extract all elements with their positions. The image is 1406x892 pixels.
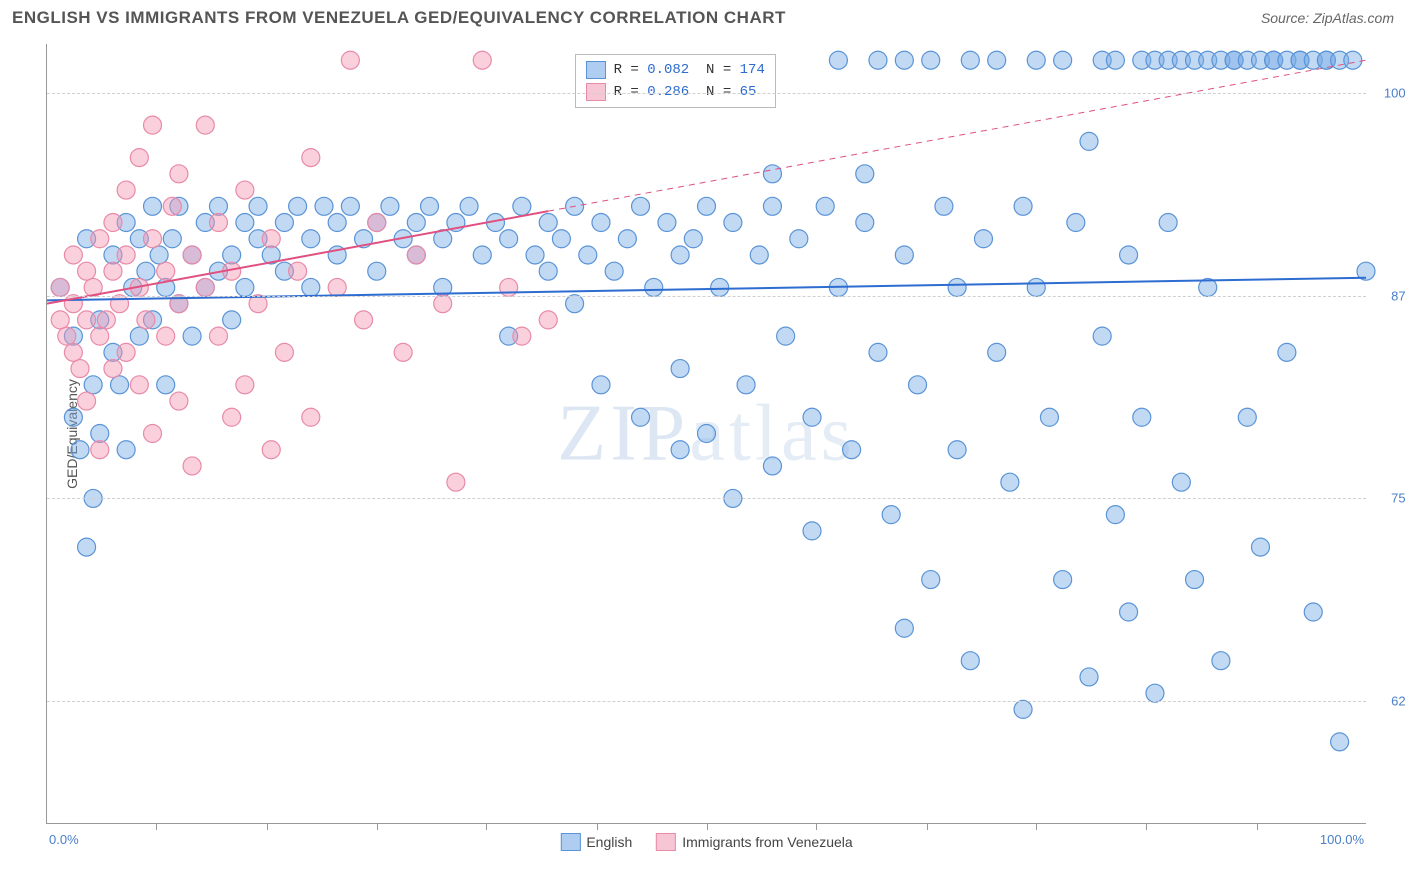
legend-row-english: R = 0.082 N = 174 xyxy=(586,59,765,81)
gridline xyxy=(47,701,1366,702)
swatch-english xyxy=(586,61,606,79)
swatch-venezuela-bottom xyxy=(656,833,676,851)
x-tick xyxy=(1036,823,1037,830)
x-tick xyxy=(486,823,487,830)
x-tick xyxy=(707,823,708,830)
x-axis-start-label: 0.0% xyxy=(49,832,79,847)
y-tick-label: 75.0% xyxy=(1391,491,1406,506)
y-tick-label: 62.5% xyxy=(1391,694,1406,709)
gridline xyxy=(47,296,1366,297)
correlation-legend: R = 0.082 N = 174 R = 0.286 N = 65 xyxy=(575,54,776,108)
x-tick xyxy=(156,823,157,830)
swatch-english-bottom xyxy=(560,833,580,851)
legend-bottom: English Immigrants from Venezuela xyxy=(560,833,852,851)
chart-source: Source: ZipAtlas.com xyxy=(1261,10,1394,26)
chart-title: ENGLISH VS IMMIGRANTS FROM VENEZUELA GED… xyxy=(12,8,786,28)
x-axis-end-label: 100.0% xyxy=(1320,832,1364,847)
x-tick xyxy=(927,823,928,830)
legend-item-venezuela: Immigrants from Venezuela xyxy=(656,833,852,851)
x-tick xyxy=(377,823,378,830)
x-tick xyxy=(816,823,817,830)
y-tick-label: 87.5% xyxy=(1391,288,1406,303)
y-tick-label: 100.0% xyxy=(1384,85,1406,100)
gridline xyxy=(47,93,1366,94)
gridline xyxy=(47,498,1366,499)
x-tick xyxy=(597,823,598,830)
scatter-svg xyxy=(47,44,1366,823)
x-tick xyxy=(1146,823,1147,830)
x-tick xyxy=(267,823,268,830)
x-tick xyxy=(1257,823,1258,830)
plot-area: GED/Equivalency ZIPatlas R = 0.082 N = 1… xyxy=(46,44,1366,824)
legend-item-english: English xyxy=(560,833,632,851)
